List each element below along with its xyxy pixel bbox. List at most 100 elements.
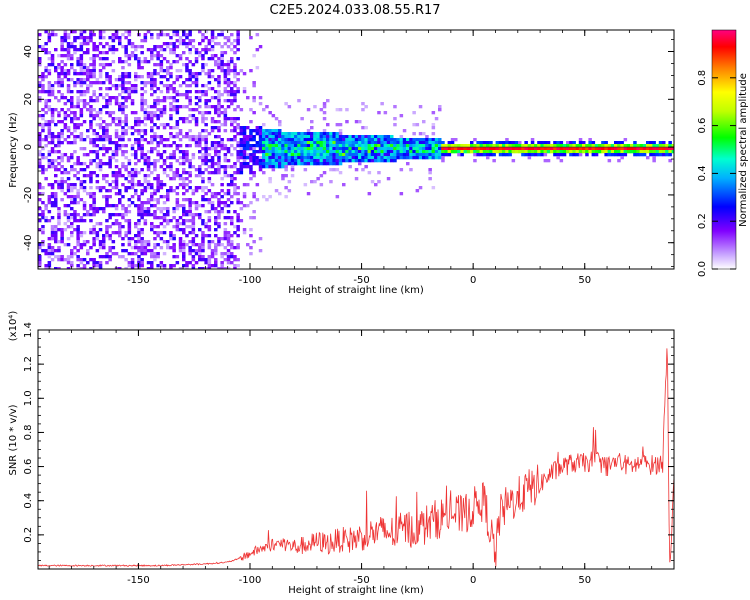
heatmap-cell xyxy=(374,135,378,139)
heatmap-cell xyxy=(338,150,343,154)
spectrogram-x-label: Height of straight line (km) xyxy=(288,285,424,296)
heatmap-cell xyxy=(159,165,164,169)
heatmap-cell xyxy=(105,42,109,46)
heatmap-cell xyxy=(124,54,128,58)
heatmap-cell xyxy=(137,33,141,37)
heatmap-cell xyxy=(166,123,170,127)
heatmap-cell xyxy=(338,162,343,166)
heatmap-cell xyxy=(191,81,196,85)
heatmap-cell xyxy=(41,168,45,172)
heatmap-cell xyxy=(153,54,157,58)
heatmap-cell xyxy=(47,162,52,166)
heatmap-cell xyxy=(86,90,90,94)
heatmap-cell xyxy=(326,144,330,148)
heatmap-cell xyxy=(95,210,100,214)
heatmap-cell xyxy=(233,93,237,97)
heatmap-cell xyxy=(559,150,564,154)
heatmap-cell xyxy=(652,141,656,145)
heatmap-cell xyxy=(201,234,205,238)
heatmap-cell xyxy=(140,81,144,85)
heatmap-cell xyxy=(508,144,512,148)
heatmap-cell xyxy=(63,228,68,232)
heatmap-cell xyxy=(617,141,621,145)
heatmap-cell xyxy=(140,258,144,262)
heatmap-cell xyxy=(70,102,74,106)
heatmap-cell xyxy=(332,144,336,148)
heatmap-cell xyxy=(194,120,199,124)
heatmap-cell xyxy=(166,165,170,169)
heatmap-cell xyxy=(457,147,461,151)
heatmap-cell xyxy=(428,141,432,145)
heatmap-cell xyxy=(73,141,77,145)
heatmap-cell xyxy=(73,39,77,43)
heatmap-cell xyxy=(172,30,176,34)
heatmap-cell xyxy=(345,141,349,145)
heatmap-cell xyxy=(233,96,237,100)
heatmap-cell xyxy=(230,144,234,148)
heatmap-cell xyxy=(201,231,205,235)
heatmap-cell xyxy=(175,90,180,94)
heatmap-cell xyxy=(258,129,263,133)
heatmap-cell xyxy=(239,207,244,211)
heatmap-cell xyxy=(374,156,378,160)
heatmap-cell xyxy=(191,63,196,67)
heatmap-cell xyxy=(38,63,42,67)
heatmap-cell xyxy=(124,45,128,49)
heatmap-cell xyxy=(95,249,100,253)
heatmap-cell xyxy=(105,132,109,136)
heatmap-cell xyxy=(143,156,148,160)
heatmap-cell xyxy=(223,99,228,103)
heatmap-cell xyxy=(351,150,356,154)
heatmap-cell xyxy=(118,135,122,139)
heatmap-cell xyxy=(671,147,674,151)
heatmap-cell xyxy=(38,141,42,145)
heatmap-cell xyxy=(207,171,212,175)
heatmap-cell xyxy=(610,153,615,157)
heatmap-cell xyxy=(207,105,212,109)
heatmap-cell xyxy=(345,144,349,148)
heatmap-cell xyxy=(527,144,532,148)
heatmap-cell xyxy=(290,156,295,160)
heatmap-cell xyxy=(242,156,247,160)
heatmap-cell xyxy=(134,168,138,172)
heatmap-cell xyxy=(319,174,324,178)
heatmap-cell xyxy=(166,90,170,94)
heatmap-cell xyxy=(252,144,256,148)
heatmap-cell xyxy=(70,198,74,202)
heatmap-cell xyxy=(98,165,103,169)
heatmap-cell xyxy=(73,150,77,154)
heatmap-cell xyxy=(44,216,48,220)
heatmap-cell xyxy=(191,249,196,253)
heatmap-cell xyxy=(114,147,119,151)
heatmap-cell xyxy=(66,135,71,139)
heatmap-cell xyxy=(140,246,144,250)
heatmap-cell xyxy=(287,132,292,136)
heatmap-cell xyxy=(63,75,68,79)
heatmap-cell xyxy=(194,249,199,253)
heatmap-cell xyxy=(204,153,208,157)
heatmap-cell xyxy=(214,96,218,100)
heatmap-cell xyxy=(185,135,189,139)
heatmap-cell xyxy=(121,216,125,220)
heatmap-cell xyxy=(226,243,231,247)
heatmap-cell xyxy=(268,141,272,145)
heatmap-cell xyxy=(108,75,112,79)
heatmap-cell xyxy=(502,150,506,154)
heatmap-cell xyxy=(169,135,173,139)
heatmap-cell xyxy=(591,153,596,157)
heatmap-cell xyxy=(358,153,362,157)
heatmap-cell xyxy=(201,243,205,247)
heatmap-cell xyxy=(38,258,42,262)
heatmap-cell xyxy=(210,192,215,196)
heatmap-cell xyxy=(175,255,180,259)
heatmap-cell xyxy=(204,138,208,142)
heatmap-cell xyxy=(89,231,93,235)
heatmap-cell xyxy=(284,195,288,199)
heatmap-cell xyxy=(54,135,58,139)
heatmap-cell xyxy=(140,99,144,103)
heatmap-cell xyxy=(380,147,384,151)
heatmap-cell xyxy=(249,177,253,181)
heatmap-cell xyxy=(182,153,186,157)
heatmap-cell xyxy=(495,147,500,151)
heatmap-cell xyxy=(146,180,151,184)
